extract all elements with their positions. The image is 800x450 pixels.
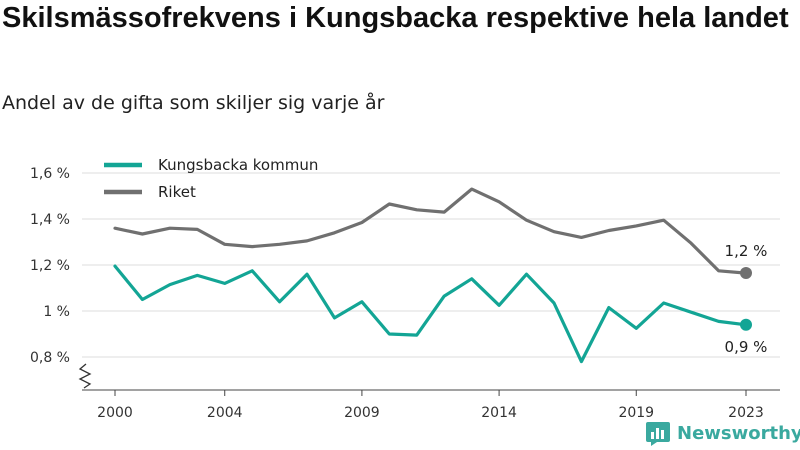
x-tick-label: 2023 [728, 405, 764, 421]
y-axis-ticks: 0,8 % 1 % 1,2 % 1,4 % 1,6 % [30, 166, 70, 366]
series-line [113, 187, 748, 275]
legend-label: Kungsbacka kommun [158, 156, 318, 174]
chart-title: Skilsmässofrekvens i Kungsbacka respekti… [2, 2, 789, 34]
end-point-marker [740, 267, 752, 280]
series-line [113, 264, 748, 364]
x-tick-label: 2004 [207, 405, 243, 421]
series-lines [113, 187, 748, 364]
x-tick-label: 2019 [618, 405, 654, 421]
end-value-label: 1,2 % [725, 242, 768, 260]
newsworthy-logo-icon [646, 422, 670, 446]
x-axis: 2000 2004 2009 2014 2019 2023 [78, 363, 780, 421]
chart-subtitle: Andel av de gifta som skiljer sig varje … [2, 92, 385, 114]
x-tick-label: 2009 [344, 405, 380, 421]
x-tick-label: 2000 [97, 405, 133, 421]
legend: Kungsbacka kommun Riket [104, 156, 318, 201]
y-tick-label: 0,8 % [30, 350, 70, 366]
axis-break-icon [78, 363, 92, 389]
y-tick-label: 1,4 % [30, 212, 70, 228]
end-markers: 0,9 % 1,2 % [725, 242, 768, 356]
brand-name: Newsworthy [677, 422, 800, 444]
brand-logo: Newsworthy [645, 420, 800, 446]
y-tick-label: 1,6 % [30, 166, 70, 182]
legend-label: Riket [158, 183, 196, 201]
y-tick-label: 1 % [43, 304, 70, 320]
y-tick-label: 1,2 % [30, 258, 70, 274]
end-value-label: 0,9 % [725, 338, 768, 356]
x-tick-label: 2014 [481, 405, 517, 421]
end-point-marker [740, 318, 752, 331]
